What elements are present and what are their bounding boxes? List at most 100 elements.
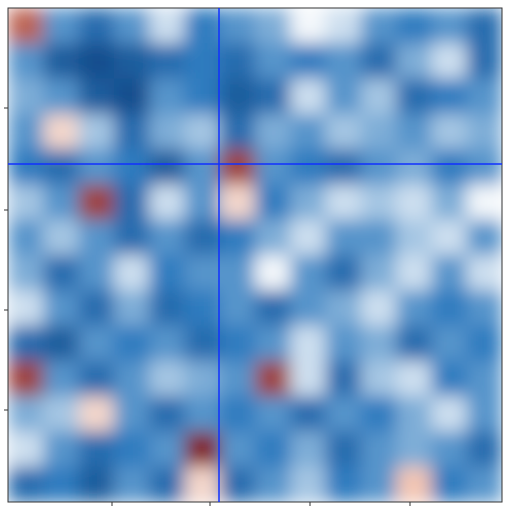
heatmap-cell: [113, 466, 150, 502]
heatmap-cell: [219, 466, 256, 502]
heatmap-cell: [113, 113, 150, 150]
axis-ticks: [4, 107, 411, 506]
heatmap-cell: [255, 113, 291, 150]
heatmap-cell: [360, 255, 397, 291]
heatmap-cell: [396, 184, 432, 221]
heatmap-cell: [290, 184, 327, 221]
heatmap-cell: [290, 325, 327, 362]
heatmap-cell: [184, 431, 221, 468]
heatmap-cell: [255, 396, 291, 432]
heatmap-cell: [8, 219, 44, 256]
heatmap-cell: [149, 113, 185, 150]
heatmap-cell: [184, 8, 221, 44]
heatmap-cell: [8, 149, 44, 185]
heatmap-cell: [43, 466, 80, 502]
heatmap-cell: [255, 8, 291, 44]
heatmap-cell: [149, 8, 185, 44]
heatmap-cell: [255, 78, 291, 115]
heatmap-cell: [290, 255, 327, 291]
heatmap-cell: [466, 184, 502, 221]
heatmap-cell: [43, 290, 80, 327]
heatmap-cell: [466, 43, 502, 80]
heatmap-cell: [184, 78, 221, 115]
heatmap-cell: [78, 43, 115, 80]
heatmap-cell: [149, 290, 185, 327]
heatmap-cell: [43, 78, 80, 115]
heatmap-cell: [255, 290, 291, 327]
heatmap-cell: [184, 466, 221, 502]
heatmap-cell: [396, 149, 432, 185]
heatmap-cell: [8, 431, 44, 468]
heatmap-cell: [360, 149, 397, 185]
heatmap-cell: [396, 431, 432, 468]
heatmap-cell: [219, 255, 256, 291]
heatmap-cell: [431, 78, 468, 115]
heatmap-cell: [255, 360, 291, 397]
heatmap-cell: [219, 43, 256, 80]
heatmap-cell: [466, 396, 502, 432]
heatmap-cell: [255, 466, 291, 502]
heatmap-cell: [290, 78, 327, 115]
heatmap-cell: [8, 255, 44, 291]
heatmap-cell: [184, 43, 221, 80]
heatmap-cell: [113, 184, 150, 221]
heatmap-cell: [466, 219, 502, 256]
heatmap-cell: [325, 255, 362, 291]
heatmap-cell: [325, 43, 362, 80]
heatmap-cell: [43, 431, 80, 468]
heatmap-cell: [113, 78, 150, 115]
heatmap-cell: [396, 43, 432, 80]
heatmap-cell: [431, 184, 468, 221]
heatmap-cell: [8, 290, 44, 327]
heatmap-cell: [325, 219, 362, 256]
heatmap-cell: [113, 290, 150, 327]
heatmap-cell: [255, 43, 291, 80]
heatmap-cell: [78, 184, 115, 221]
heatmap-cell: [360, 43, 397, 80]
heatmap-cell: [360, 78, 397, 115]
heatmap-cell: [396, 78, 432, 115]
heatmap-cell: [8, 466, 44, 502]
heatmap-cell: [466, 466, 502, 502]
heatmap-cell: [8, 325, 44, 362]
heatmap-cell: [219, 290, 256, 327]
heatmap-cell: [290, 290, 327, 327]
heatmap: [8, 8, 502, 502]
heatmap-cell: [113, 396, 150, 432]
heatmap-cell: [219, 113, 256, 150]
heatmap-cells: [8, 8, 502, 502]
heatmap-cell: [396, 360, 432, 397]
heatmap-cell: [255, 184, 291, 221]
heatmap-cell: [78, 431, 115, 468]
heatmap-cell: [360, 396, 397, 432]
heatmap-cell: [396, 8, 432, 44]
heatmap-cell: [149, 431, 185, 468]
heatmap-cell: [325, 325, 362, 362]
heatmap-cell: [325, 184, 362, 221]
heatmap-cell: [219, 8, 256, 44]
heatmap-cell: [466, 8, 502, 44]
heatmap-cell: [219, 360, 256, 397]
heatmap-cell: [360, 113, 397, 150]
heatmap-cell: [360, 325, 397, 362]
heatmap-cell: [396, 396, 432, 432]
heatmap-cell: [149, 396, 185, 432]
heatmap-cell: [43, 43, 80, 80]
heatmap-cell: [431, 219, 468, 256]
heatmap-cell: [360, 466, 397, 502]
heatmap-cell: [78, 219, 115, 256]
heatmap-cell: [290, 43, 327, 80]
heatmap-cell: [290, 113, 327, 150]
heatmap-cell: [290, 8, 327, 44]
heatmap-cell: [184, 184, 221, 221]
heatmap-cell: [184, 396, 221, 432]
heatmap-cell: [219, 149, 256, 185]
heatmap-cell: [43, 396, 80, 432]
heatmap-cell: [466, 113, 502, 150]
heatmap-cell: [78, 149, 115, 185]
plot-frame: [7, 7, 503, 503]
heatmap-cell: [466, 149, 502, 185]
heatmap-cell: [78, 78, 115, 115]
heatmap-cell: [290, 431, 327, 468]
heatmap-cell: [149, 466, 185, 502]
